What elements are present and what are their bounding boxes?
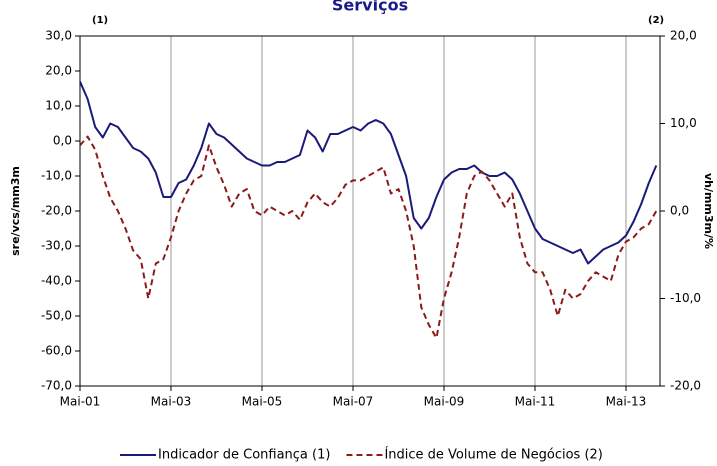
legend-label: Indicador de Confiança (1) — [158, 448, 330, 463]
y-tick-label: -20,0 — [41, 204, 72, 218]
series-line — [79, 81, 658, 265]
y-axis-label: sre/vcs/mm3m — [9, 166, 22, 256]
y2-tick-label: -20,0 — [670, 379, 701, 393]
y-tick-label: -10,0 — [41, 169, 72, 183]
x-tick-label: Mai-05 — [242, 395, 283, 409]
axis-note: (2) — [648, 15, 664, 26]
y-tick-label: -40,0 — [41, 274, 72, 288]
series-line — [79, 135, 658, 339]
y-tick-label: -70,0 — [41, 379, 72, 393]
x-tick-label: Mai-03 — [151, 395, 192, 409]
x-tick-label: Mai-13 — [606, 395, 647, 409]
x-tick-label: Mai-11 — [515, 395, 556, 409]
y2-tick-label: 10,0 — [670, 116, 697, 130]
y2-tick-label: -10,0 — [670, 291, 701, 305]
y2-tick-label: 0,0 — [670, 204, 689, 218]
y-tick-label: 0,0 — [53, 134, 72, 148]
y-tick-label: -60,0 — [41, 344, 72, 358]
y-tick-label: 30,0 — [45, 29, 72, 43]
x-tick-label: Mai-07 — [333, 395, 374, 409]
legend-label: Índice de Volume de Negócios (2) — [384, 447, 602, 463]
y-tick-label: 10,0 — [45, 99, 72, 113]
plot-frame — [79, 35, 661, 387]
y2-axis-label: vh/mm3m/% — [702, 173, 715, 249]
y2-tick-label: 20,0 — [670, 29, 697, 43]
axis-note: (1) — [92, 15, 108, 26]
x-tick-label: Mai-01 — [60, 395, 101, 409]
x-tick-label: Mai-09 — [424, 395, 465, 409]
chart-title: Serviços — [332, 0, 408, 15]
y-tick-label: 20,0 — [45, 64, 72, 78]
y-tick-label: -50,0 — [41, 309, 72, 323]
y-tick-label: -30,0 — [41, 239, 72, 253]
